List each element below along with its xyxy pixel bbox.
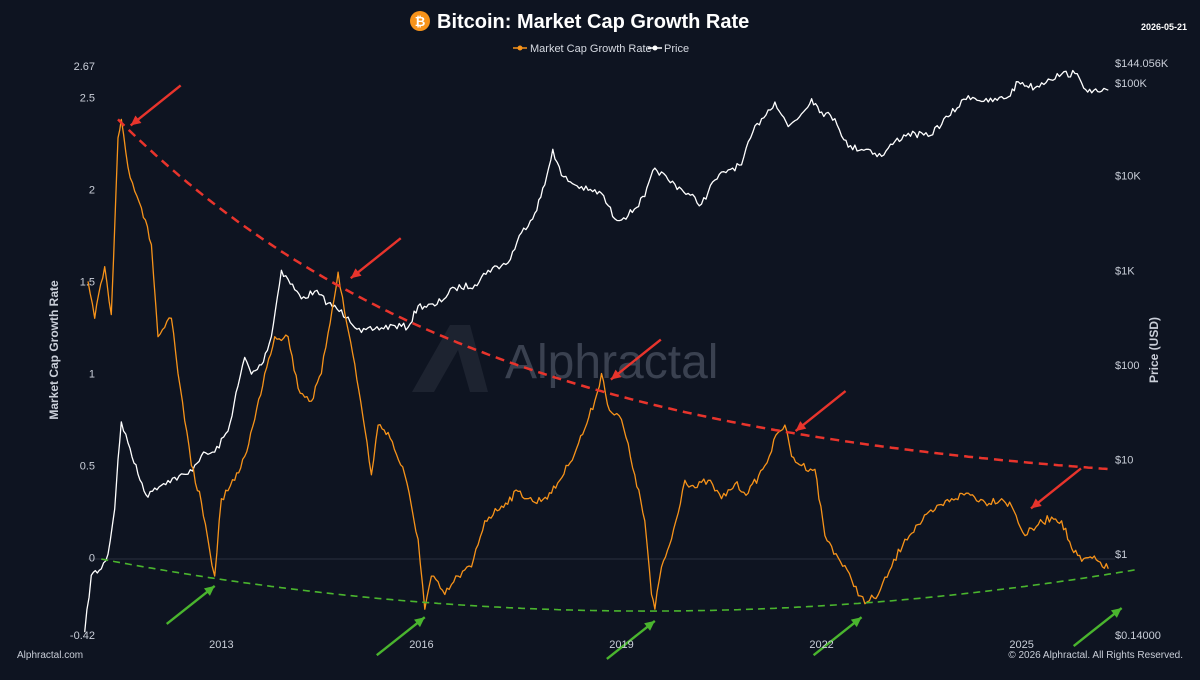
peak-arrow-2 <box>350 237 402 280</box>
bitcoin-logo-icon: ₿ <box>410 11 430 31</box>
legend-marker-price <box>652 45 658 51</box>
y-axis-left-title: Market Cap Growth Rate <box>47 280 61 420</box>
legend-item-growth-rate: Market Cap Growth Rate <box>513 43 652 55</box>
peak-arrow-3 <box>610 338 662 381</box>
chart-title: Bitcoin: Market Cap Growth Rate <box>437 11 749 33</box>
annotation-arrows <box>129 84 1123 660</box>
series-line-price <box>84 69 1109 633</box>
y-left-tick-label: 1.5 <box>80 276 95 288</box>
y-right-tick-label: $10K <box>1115 171 1141 183</box>
trough-arrow-2 <box>376 616 426 657</box>
svg-text:₿: ₿ <box>415 14 426 29</box>
x-tick-label: 2025 <box>1009 639 1033 651</box>
resistance-trendline <box>117 118 1109 471</box>
x-tick-label: 2019 <box>609 639 633 651</box>
y-right-tick-label: $100K <box>1115 78 1147 90</box>
legend-item-price: Price <box>648 43 689 55</box>
trendlines <box>101 118 1136 612</box>
y-left-tick-label: 2.5 <box>80 92 95 104</box>
legend-marker-growth-rate <box>517 45 523 51</box>
y-left-tick-label: 1 <box>89 369 95 381</box>
support-trendline <box>101 558 1136 612</box>
y-left-tick-label: -0.42 <box>70 630 95 642</box>
x-tick-label: 2013 <box>209 639 233 651</box>
peak-arrow-4 <box>794 390 847 433</box>
trough-arrow-1 <box>165 584 216 625</box>
trough-arrow-3 <box>606 619 656 660</box>
legend: Market Cap Growth Rate Price <box>513 43 689 55</box>
peak-arrow-5 <box>1030 467 1082 510</box>
y-right-tick-label: $144.056K <box>1115 58 1169 70</box>
series-line-growth-rate <box>87 118 1109 610</box>
y-axis-right-title: Price (USD) <box>1147 317 1161 383</box>
y-right-tick-label: $100 <box>1115 360 1139 372</box>
y-left-tick-label: 0.5 <box>80 461 95 473</box>
y-right-tick-label: $1K <box>1115 265 1135 277</box>
x-tick-label: 2016 <box>409 639 433 651</box>
date-stamp: 2026-05-21 <box>1141 22 1187 32</box>
legend-label-price: Price <box>664 43 689 55</box>
y-left-tick-label: 0 <box>89 553 95 565</box>
y-right-tick-label: $10 <box>1115 455 1133 467</box>
price-series <box>84 69 1109 633</box>
y-right-tick-label: $0.14000 <box>1115 630 1161 642</box>
trough-arrow-4 <box>812 616 863 657</box>
watermark: Alphractal <box>505 336 718 389</box>
footer-left: Alphractal.com <box>17 650 83 661</box>
y-right-tick-label: $1 <box>1115 549 1127 561</box>
legend-label-growth-rate: Market Cap Growth Rate <box>530 43 652 55</box>
growth-rate-series <box>87 118 1109 610</box>
y-left-tick-label: 2.67 <box>74 61 95 73</box>
x-tick-label: 2022 <box>809 639 833 651</box>
trough-arrow-5 <box>1072 607 1123 647</box>
peak-arrow-1 <box>129 84 182 127</box>
watermark-logo-icon <box>412 325 488 392</box>
y-left-tick-label: 2 <box>89 184 95 196</box>
footer-right: © 2026 Alphractal. All Rights Reserved. <box>1008 650 1183 661</box>
